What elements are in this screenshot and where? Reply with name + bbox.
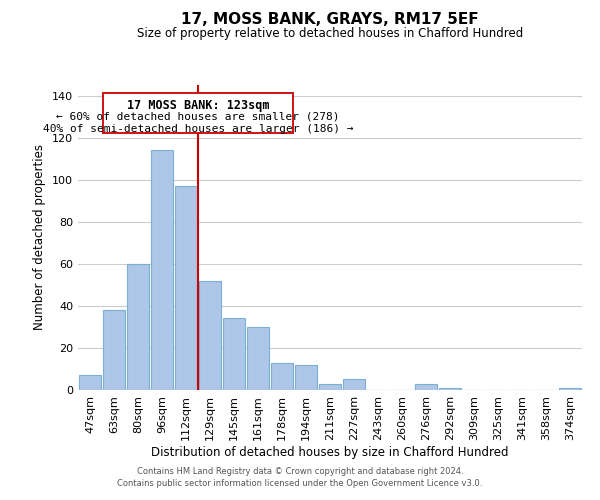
Bar (103, 310, 125, 390)
Bar (151, 150, 173, 390)
Text: Contains HM Land Registry data © Crown copyright and database right 2024.: Contains HM Land Registry data © Crown c… (137, 467, 463, 476)
Bar (559, 388, 581, 390)
Bar (271, 362, 293, 390)
Text: ← 60% of detached houses are smaller (278): ← 60% of detached houses are smaller (27… (56, 112, 340, 122)
Bar (439, 388, 461, 390)
Bar (319, 384, 341, 390)
X-axis label: Distribution of detached houses by size in Chafford Hundred: Distribution of detached houses by size … (151, 446, 509, 458)
Text: 17, MOSS BANK, GRAYS, RM17 5EF: 17, MOSS BANK, GRAYS, RM17 5EF (181, 12, 479, 28)
Bar (127, 264, 149, 390)
Bar (79, 376, 101, 390)
Bar (415, 384, 437, 390)
FancyBboxPatch shape (103, 94, 293, 134)
Text: 40% of semi-detached houses are larger (186) →: 40% of semi-detached houses are larger (… (43, 124, 353, 134)
Bar (295, 365, 317, 390)
Text: Contains public sector information licensed under the Open Government Licence v3: Contains public sector information licen… (118, 478, 482, 488)
Bar (223, 318, 245, 390)
Bar (175, 186, 197, 390)
Text: 17 MOSS BANK: 123sqm: 17 MOSS BANK: 123sqm (127, 98, 269, 112)
Text: Size of property relative to detached houses in Chafford Hundred: Size of property relative to detached ho… (137, 28, 523, 40)
Bar (343, 380, 365, 390)
Bar (199, 280, 221, 390)
Bar (247, 327, 269, 390)
Y-axis label: Number of detached properties: Number of detached properties (34, 144, 46, 330)
